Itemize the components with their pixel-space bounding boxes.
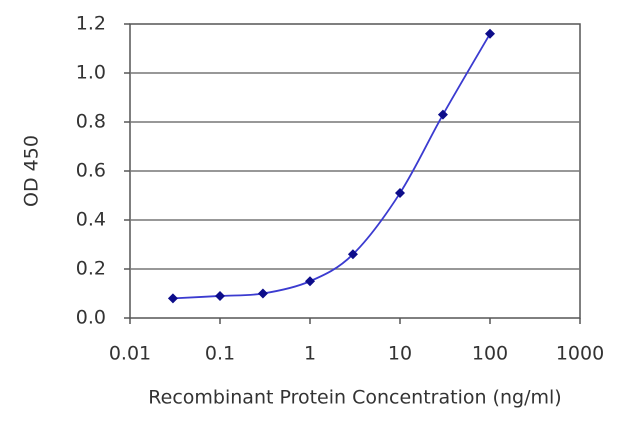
y-tick-label: 1.2	[76, 13, 106, 35]
y-tick-label: 0.8	[76, 111, 106, 133]
y-tick-label: 0.2	[76, 258, 106, 280]
x-axis-label: Recombinant Protein Concentration (ng/ml…	[148, 387, 561, 409]
x-tick-label: 100	[472, 343, 508, 365]
data-point	[257, 288, 268, 299]
data-point	[215, 290, 225, 301]
x-tick-label: 1	[304, 343, 316, 365]
data-point	[485, 28, 495, 39]
data-point	[347, 249, 358, 260]
x-tick-label: 10	[388, 343, 412, 365]
y-tick-label: 0.6	[76, 160, 106, 182]
y-tick-label: 1.0	[76, 62, 106, 84]
data-point	[437, 109, 448, 120]
data-point	[395, 188, 405, 199]
x-tick-label: 0.1	[205, 343, 235, 365]
y-tick-label: 0.0	[76, 307, 106, 329]
data-point	[167, 293, 178, 304]
x-tick-label: 0.01	[109, 343, 151, 365]
data-point	[305, 276, 315, 287]
y-tick-label: 0.4	[76, 209, 106, 231]
x-tick-label: 1000	[556, 343, 604, 365]
y-axis-label: OD 450	[21, 135, 43, 207]
